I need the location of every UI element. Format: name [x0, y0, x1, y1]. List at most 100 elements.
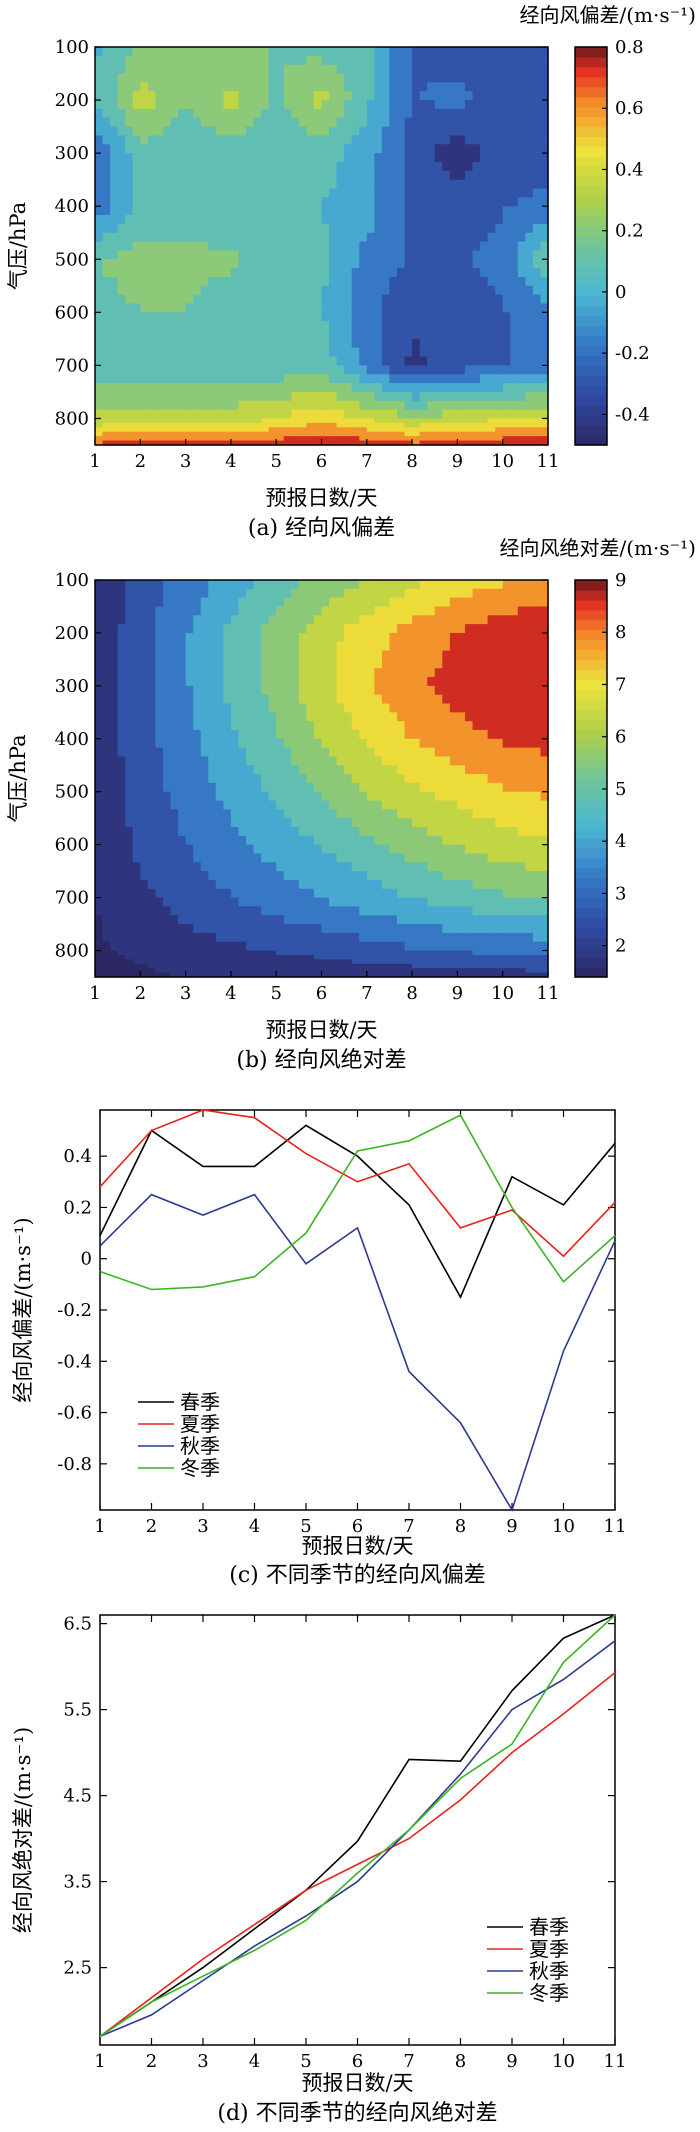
heatmap-cell — [397, 782, 406, 793]
heatmap-cell — [268, 250, 277, 260]
heatmap-cell — [525, 365, 534, 375]
heatmap-cell — [404, 729, 413, 740]
heatmap-cell — [117, 703, 126, 713]
heatmap-cell — [193, 650, 202, 660]
heatmap-cell — [397, 100, 406, 110]
heatmap-cell — [540, 64, 549, 75]
heatmap-cell — [125, 703, 134, 713]
heatmap-cell — [419, 285, 428, 296]
heatmap-cell — [449, 197, 458, 207]
heatmap-cell — [276, 827, 285, 837]
heatmap-cell — [246, 383, 255, 393]
heatmap-cell — [110, 82, 119, 92]
heatmap-cell — [532, 818, 542, 828]
heatmap-cell — [359, 597, 368, 608]
heatmap-cell — [306, 206, 315, 216]
colorbar-segment — [575, 305, 607, 317]
heatmap-cell — [117, 223, 126, 234]
heatmap-cell — [359, 871, 368, 881]
heatmap-cell — [359, 844, 368, 855]
heatmap-cell — [404, 765, 413, 775]
heatmap-cell — [178, 276, 187, 287]
heatmap-cell — [178, 632, 187, 643]
heatmap-cell — [246, 197, 255, 207]
heatmap-cell — [95, 774, 104, 784]
heatmap-cell — [419, 580, 428, 590]
heatmap-cell — [147, 108, 156, 119]
heatmap-cell — [178, 422, 187, 428]
heatmap-cell — [193, 685, 202, 696]
heatmap-cell — [238, 276, 247, 287]
heatmap-cell — [517, 82, 526, 92]
heatmap-cell — [155, 294, 164, 305]
heatmap-cell — [397, 135, 406, 145]
heatmap-cell — [215, 285, 224, 296]
heatmap-cell — [162, 55, 172, 66]
heatmap-cell — [155, 738, 164, 749]
heatmap-cell — [449, 259, 458, 269]
heatmap-cell — [291, 73, 300, 83]
heatmap-cell — [427, 232, 436, 243]
heatmap-cell — [110, 144, 119, 154]
heatmap-cell — [291, 888, 300, 899]
heatmap-cell — [336, 161, 345, 172]
heatmap-cell — [359, 108, 368, 119]
heatmap-cell — [147, 400, 156, 411]
heatmap-cell — [132, 791, 141, 802]
heatmap-cell — [321, 871, 330, 881]
heatmap-cell — [374, 827, 383, 837]
heatmap-cell — [268, 427, 277, 433]
heatmap-cell — [495, 250, 504, 260]
heatmap-cell — [200, 135, 209, 145]
heatmap-cell — [480, 82, 489, 92]
heatmap-cell — [253, 747, 262, 758]
heatmap-cell — [336, 383, 345, 393]
heatmap-cell — [140, 241, 149, 252]
heatmap-cell — [427, 259, 436, 269]
heatmap-cell — [517, 747, 526, 758]
heatmap-cell — [117, 835, 126, 846]
heatmap-cell — [389, 197, 398, 207]
heatmap-cell — [457, 721, 466, 731]
heatmap-cell — [253, 835, 262, 846]
heatmap-cell — [502, 774, 511, 784]
heatmap-cell — [117, 117, 126, 128]
heatmap-cell — [532, 694, 542, 705]
heatmap-cell — [502, 55, 511, 66]
heatmap-cell — [170, 659, 179, 669]
heatmap-cell — [193, 800, 202, 810]
heatmap-cell — [125, 712, 134, 722]
heatmap-cell — [110, 241, 119, 252]
heatmap-cell — [502, 91, 511, 101]
heatmap-cell — [404, 703, 413, 713]
heatmap-cell — [246, 126, 255, 137]
heatmap-cell — [132, 391, 141, 402]
heatmap-cell — [517, 55, 526, 66]
heatmap-cell — [117, 606, 126, 616]
heatmap-cell — [170, 738, 179, 749]
heatmap-cell — [472, 422, 481, 428]
heatmap-cell — [193, 853, 202, 863]
heatmap-cell — [117, 427, 126, 433]
heatmap-cell — [95, 436, 104, 442]
heatmap-cell — [321, 431, 330, 437]
heatmap-cell — [321, 685, 330, 696]
heatmap-cell — [487, 232, 496, 243]
heatmap-cell — [389, 215, 398, 225]
heatmap-cell — [132, 694, 141, 705]
heatmap-cell — [117, 677, 126, 687]
heatmap-cell — [223, 597, 232, 608]
heatmap-cell — [147, 588, 156, 599]
heatmap-cell — [442, 580, 451, 590]
heatmap-cell — [313, 206, 323, 216]
heatmap-cell — [321, 294, 330, 305]
heatmap-cell — [313, 668, 323, 678]
heatmap-cell — [321, 782, 330, 793]
heatmap-cell — [510, 365, 519, 375]
heatmap-cell — [200, 241, 209, 252]
heatmap-cell — [102, 391, 111, 402]
heatmap-cell — [404, 409, 413, 420]
heatmap-cell — [283, 409, 292, 420]
heatmap-cell — [125, 615, 134, 625]
heatmap-cell — [185, 268, 194, 278]
